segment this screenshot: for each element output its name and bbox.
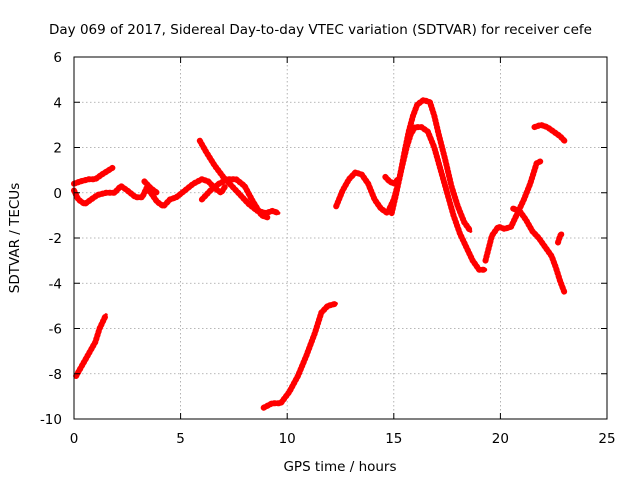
series-seg-a <box>71 164 116 187</box>
series-line <box>334 125 488 272</box>
series-marker-band <box>196 137 282 217</box>
y-tick-label: -10 <box>40 412 62 428</box>
data-series-group <box>71 97 568 411</box>
y-tick-label: 4 <box>53 95 62 111</box>
y-tick-label: 6 <box>53 50 62 66</box>
series-seg-k <box>482 158 544 264</box>
x-tick-label: 0 <box>70 431 79 447</box>
series-seg-c <box>141 178 161 196</box>
series-marker-band <box>333 124 489 273</box>
chart-title: Day 069 of 2017, Sidereal Day-to-day VTE… <box>49 22 592 38</box>
x-tick-label: 5 <box>176 431 185 447</box>
series-line <box>383 175 400 186</box>
series-line <box>262 301 338 410</box>
series-line <box>390 98 473 233</box>
series-seg-e <box>198 176 271 221</box>
series-line <box>74 313 108 378</box>
y-tick-label: -2 <box>49 231 62 247</box>
y-tick-label: 2 <box>53 141 62 157</box>
x-tick-label: 20 <box>492 431 509 447</box>
series-seg-g <box>260 300 340 411</box>
x-tick-label: 25 <box>598 431 615 447</box>
axis-ticks <box>73 56 608 420</box>
y-tick-label: -8 <box>49 367 62 383</box>
series-line <box>511 206 567 294</box>
series-line <box>198 138 281 215</box>
series-line <box>532 123 567 143</box>
series-line <box>142 179 159 195</box>
series-line <box>483 159 543 263</box>
grid <box>74 57 607 419</box>
x-tick-label: 15 <box>385 431 402 447</box>
series-seg-j <box>382 173 402 187</box>
series-line <box>72 177 228 209</box>
x-tick-labels: 0 5 10 15 20 25 <box>70 431 616 447</box>
y-axis-label: SDTVAR / TECUs <box>7 183 23 293</box>
series-line <box>200 177 270 220</box>
y-tick-label: -6 <box>49 322 62 338</box>
series-seg-l <box>510 205 568 296</box>
y-tick-label: 0 <box>53 186 62 202</box>
series-seg-n <box>555 230 566 246</box>
series-line <box>72 166 115 186</box>
series-line <box>556 231 564 245</box>
series-seg-f <box>73 311 109 379</box>
series-seg-i <box>388 97 474 235</box>
y-tick-label: -4 <box>49 276 62 292</box>
series-marker-band <box>260 300 340 411</box>
series-seg-h <box>333 124 489 273</box>
series-seg-d <box>196 137 282 217</box>
x-tick-label: 10 <box>279 431 296 447</box>
y-tick-labels: -10 -8 -6 -4 -2 0 2 4 6 <box>40 50 62 428</box>
series-seg-m <box>531 121 568 144</box>
x-axis-label: GPS time / hours <box>283 459 396 475</box>
series-seg-b <box>71 176 229 210</box>
series-marker-band <box>510 205 568 296</box>
